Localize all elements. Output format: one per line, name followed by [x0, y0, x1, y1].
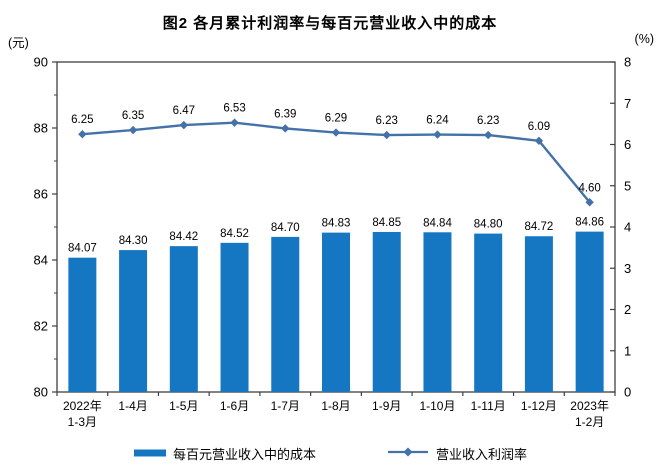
line-value-label: 6.47	[173, 105, 195, 117]
line-value-label: 6.24	[426, 115, 449, 127]
legend-item-profit-rate: 营业收入利润率	[386, 444, 527, 463]
left-axis-tick-label: 90	[34, 55, 48, 70]
line-marker	[281, 124, 290, 133]
x-axis-category-label: 1-6月	[220, 399, 249, 413]
chart-canvas: 80 82 84 86 88 90 0 1 2 3 4 5 6 7 8 2022年 1-3月 1-4月 1-5月 1-…	[34, 55, 632, 430]
bar	[575, 231, 604, 392]
right-axis-tick-label: 0	[624, 385, 631, 400]
bar	[119, 250, 148, 392]
bar	[474, 233, 503, 392]
legend-item-cost: 每百元营业收入中的成本	[133, 444, 316, 463]
left-axis-tick-label: 82	[34, 319, 48, 334]
x-axis-category-label: 2022年	[63, 399, 102, 413]
bar	[322, 232, 350, 392]
bar-value-label: 84.84	[423, 217, 452, 229]
left-axis-tick-label: 80	[34, 385, 48, 400]
line-marker	[585, 198, 594, 207]
bar	[271, 236, 300, 392]
bar-value-label: 84.07	[68, 243, 97, 255]
line-value-label: 6.23	[376, 115, 398, 127]
bar-value-label: 84.86	[575, 217, 604, 229]
x-axis-category-label: 1-8月	[321, 399, 350, 413]
bar-value-label: 84.70	[271, 222, 300, 234]
chart-legend: 每百元营业收入中的成本 营业收入利润率	[0, 444, 660, 463]
right-axis-tick-label: 7	[624, 96, 631, 111]
left-axis-tick-label: 88	[34, 121, 48, 136]
x-axis-category-label: 1-5月	[169, 399, 198, 413]
right-axis-tick-label: 3	[624, 261, 631, 276]
bar	[524, 236, 553, 392]
line-value-label: 6.35	[122, 110, 144, 122]
line-marker	[179, 120, 189, 130]
line-marker	[483, 130, 493, 140]
x-axis-category-label: 2023年	[570, 399, 609, 413]
left-axis-tick-label: 84	[34, 253, 48, 268]
line-marker	[331, 128, 341, 137]
line-marker	[382, 130, 391, 140]
bar-value-label: 84.30	[119, 235, 148, 247]
bar-value-label: 84.83	[322, 218, 351, 230]
line-value-label: 6.23	[477, 115, 499, 127]
line-value-label: 6.53	[223, 103, 245, 115]
line-value-label: 6.39	[274, 108, 296, 120]
line-marker	[78, 129, 87, 139]
right-axis-tick-label: 5	[624, 178, 631, 193]
bar	[372, 231, 401, 392]
right-axis-tick-label: 6	[624, 137, 631, 152]
line-marker	[433, 130, 442, 139]
left-axis-unit-label: (元)	[8, 36, 29, 50]
right-axis-tick-label: 8	[624, 55, 631, 70]
x-axis-category-label: 1-9月	[372, 399, 401, 413]
bar	[68, 257, 97, 392]
line-value-label: 4.60	[578, 182, 600, 194]
bar-value-label: 84.85	[372, 217, 401, 229]
right-axis-tick-label: 4	[624, 220, 631, 235]
right-axis-tick-label: 1	[624, 343, 631, 358]
x-axis-category-label: 1-2月	[575, 415, 604, 429]
bar	[423, 232, 452, 392]
legend-label-profit-rate: 营业收入利润率	[436, 447, 528, 462]
right-axis-tick-label: 2	[624, 302, 631, 317]
right-axis-unit-label: (%)	[634, 32, 654, 46]
legend-label-cost: 每百元营业收入中的成本	[172, 447, 316, 462]
bar-value-label: 84.80	[474, 219, 503, 231]
x-axis-category-label: 1-12月	[521, 399, 557, 413]
bar	[169, 246, 198, 392]
line-marker	[534, 136, 544, 145]
bar-legend-swatch	[133, 446, 167, 461]
x-axis-category-label: 1-10月	[419, 399, 455, 413]
line-marker	[230, 118, 239, 127]
chart-title: 图2 各月累计利润率与每百元营业收入中的成本	[162, 15, 498, 32]
line-value-label: 6.25	[71, 114, 93, 126]
bar-value-label: 84.52	[220, 228, 249, 240]
bar	[220, 242, 249, 392]
x-axis-category-label: 1-4月	[118, 399, 147, 413]
x-axis-category-label: 1-7月	[271, 399, 300, 413]
line-value-label: 6.29	[325, 113, 347, 125]
left-axis-tick-label: 86	[34, 187, 48, 202]
bar-value-label: 84.42	[169, 231, 198, 243]
x-axis-category-label: 1-3月	[68, 415, 97, 429]
line-value-label: 6.09	[528, 121, 550, 133]
line-marker	[128, 125, 138, 135]
line-legend-swatch	[386, 446, 430, 461]
x-axis-category-label: 1-11月	[471, 399, 506, 413]
bar-value-label: 84.72	[525, 221, 554, 233]
